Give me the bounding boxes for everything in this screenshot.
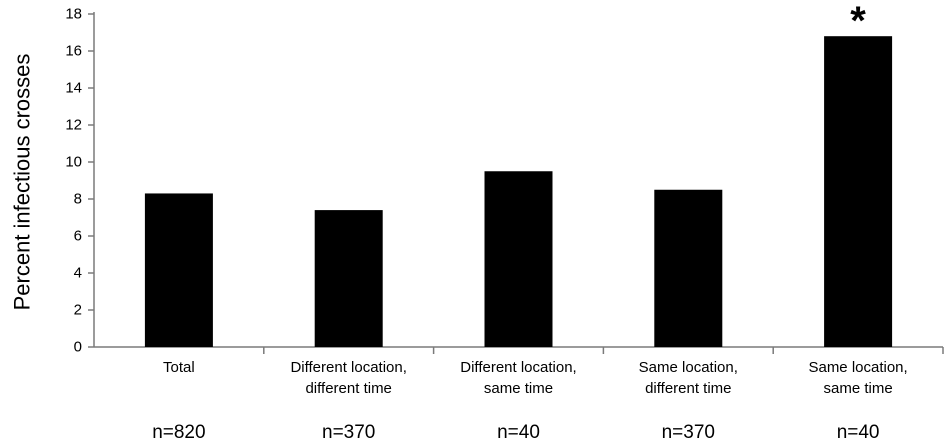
annotations: *	[850, 0, 866, 43]
x-category-label: Same location, same time	[808, 359, 907, 397]
y-tick-label: 8	[74, 191, 82, 208]
bar	[654, 189, 723, 347]
x-category-label: Same location, different time	[639, 359, 738, 397]
y-tick-label: 18	[65, 6, 82, 23]
bars	[144, 36, 893, 347]
significance-marker: *	[850, 0, 866, 43]
sample-size-label: n=40	[837, 422, 880, 443]
x-category-label: Total	[163, 359, 195, 376]
bar	[484, 171, 553, 347]
sample-size-labels: n=820 n=370 n=40 n=370 n=40	[152, 422, 879, 443]
y-tick-label: 4	[74, 265, 82, 282]
sample-size-label: n=370	[322, 422, 375, 443]
y-tick-label: 0	[74, 339, 82, 356]
x-category-label: Different location, different time	[290, 359, 406, 397]
sample-size-label: n=40	[497, 422, 540, 443]
y-tick-label: 14	[65, 80, 82, 97]
y-tick-label: 10	[65, 154, 82, 171]
y-axis-title: Percent infectious crosses	[10, 54, 35, 311]
sample-size-label: n=370	[662, 422, 715, 443]
bar	[314, 210, 383, 347]
x-axis-labels: Total Different location, different time Di…	[163, 359, 908, 397]
sample-size-label: n=820	[152, 422, 205, 443]
x-category-label: Different location, same time	[460, 359, 576, 397]
y-tick-label: 16	[65, 43, 82, 60]
y-tick-label: 2	[74, 302, 82, 319]
y-tick-label: 12	[65, 117, 82, 134]
y-axis-ticks: 0 2 4 6 8 10 12 14 16 18	[65, 6, 94, 356]
y-tick-label: 6	[74, 228, 82, 245]
bar	[144, 193, 213, 347]
bar	[824, 36, 893, 347]
